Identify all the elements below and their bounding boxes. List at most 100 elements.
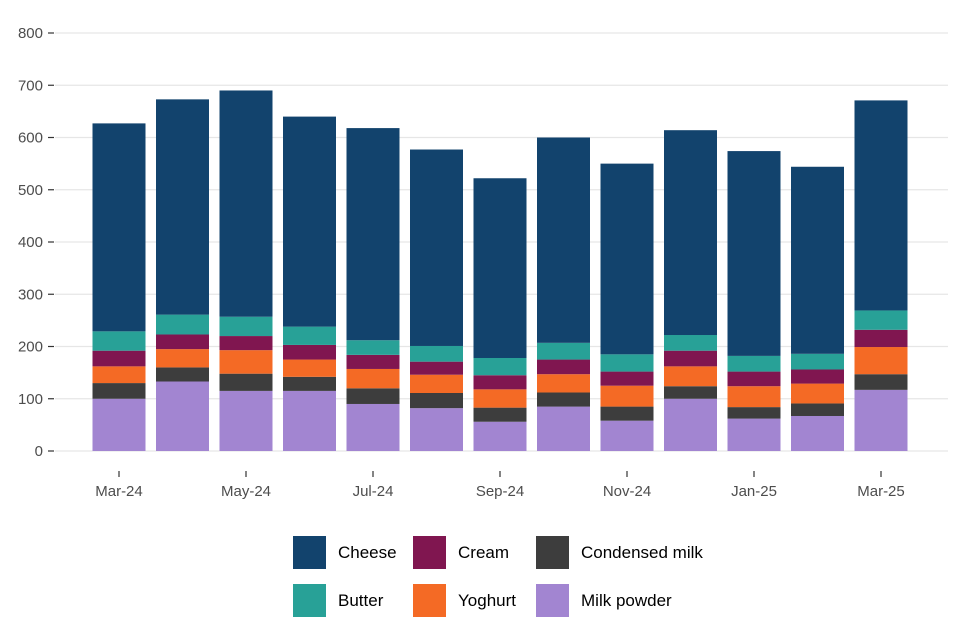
bar-segment-milk-powder — [92, 398, 146, 451]
bar-segment-yoghurt — [346, 368, 400, 389]
legend-swatch — [293, 536, 326, 569]
legend-swatch — [536, 584, 569, 617]
bar-segment-butter — [727, 355, 781, 372]
legend-label: Butter — [338, 591, 384, 610]
legend-label: Milk powder — [581, 591, 672, 610]
x-tick-label: Mar-25 — [857, 483, 905, 500]
legend: Cheese Cream Condensed milk Butter Yoghurt Mi… — [293, 536, 703, 617]
bar-segment-cream — [664, 350, 717, 367]
legend-swatch — [413, 584, 446, 617]
bar-segment-yoghurt — [283, 359, 336, 377]
bar-segment-milk-powder — [664, 398, 717, 451]
bar-segment-milk-powder — [283, 390, 336, 451]
bar-segment-cream — [727, 371, 781, 387]
legend-swatch — [413, 536, 446, 569]
bar-segment-butter — [537, 342, 590, 360]
x-tick-label: Nov-24 — [603, 483, 651, 500]
bar-segment-condensed-milk — [219, 373, 273, 391]
y-tick-label: 800 — [18, 25, 43, 42]
bar-segment-butter — [600, 354, 654, 372]
bar-segment-cheese — [473, 178, 527, 358]
bar-segment-cheese — [219, 90, 273, 317]
y-tick-label: 0 — [35, 443, 43, 460]
y-tick-label: 400 — [18, 234, 43, 251]
bar-segment-yoghurt — [600, 385, 654, 407]
x-tick-label: Jul-24 — [353, 483, 394, 500]
bar-segment-condensed-milk — [664, 386, 717, 399]
bar-segment-cream — [156, 334, 209, 350]
bar-segment-cheese — [600, 163, 654, 355]
bar-segment-cheese — [410, 149, 463, 346]
bar-segment-cheese — [346, 128, 400, 341]
bar-segment-cheese — [156, 99, 209, 315]
bar-segment-milk-powder — [791, 415, 844, 451]
bar-segment-cream — [92, 350, 146, 367]
bar-segment-yoghurt — [727, 386, 781, 408]
bar-segment-yoghurt — [156, 349, 209, 368]
bar-segment-butter — [92, 331, 146, 351]
bar-segment-cream — [283, 344, 336, 360]
bar-segment-cheese — [854, 100, 908, 311]
bar-segment-butter — [854, 310, 908, 330]
y-tick-label: 300 — [18, 286, 43, 303]
bar-segment-milk-powder — [473, 421, 527, 451]
bar-segment-condensed-milk — [791, 403, 844, 416]
bar-segment-yoghurt — [664, 366, 717, 387]
bar-segment-butter — [156, 314, 209, 335]
bar-segment-cream — [410, 361, 463, 375]
bar-segment-milk-powder — [854, 389, 908, 451]
bar-segment-cream — [346, 354, 400, 369]
bar-segment-condensed-milk — [92, 383, 146, 399]
bar-segment-condensed-milk — [473, 407, 527, 422]
legend-label: Condensed milk — [581, 543, 703, 562]
bar-segment-yoghurt — [791, 383, 844, 404]
bar-segment-yoghurt — [473, 389, 527, 408]
bar-segment-condensed-milk — [537, 392, 590, 407]
x-axis: Mar-24 May-24 Jul-24 Sep-24 Nov-24 Jan-25 Mar-… — [95, 471, 905, 500]
bar-segment-cream — [854, 329, 908, 348]
y-tick-label: 200 — [18, 339, 43, 356]
bar-segment-milk-powder — [410, 408, 463, 451]
legend-label: Cheese — [338, 543, 397, 562]
bar-segment-yoghurt — [537, 374, 590, 393]
legend-label: Cream — [458, 543, 509, 562]
bar-segment-cream — [219, 336, 273, 351]
x-tick-label: May-24 — [221, 483, 271, 500]
bar-segment-butter — [410, 345, 463, 362]
bar-segment-yoghurt — [410, 374, 463, 394]
bar-segment-butter — [664, 335, 717, 351]
bar-segment-milk-powder — [156, 381, 209, 451]
bar-segment-milk-powder — [219, 390, 273, 451]
y-axis: 0 100 200 300 400 500 600 700 800 — [18, 25, 54, 460]
bar-segment-milk-powder — [600, 420, 654, 451]
bar-segment-milk-powder — [537, 406, 590, 451]
bar-segment-condensed-milk — [283, 376, 336, 391]
bar-segment-cheese — [727, 151, 781, 356]
x-tick-label: Mar-24 — [95, 483, 143, 500]
bar-segment-condensed-milk — [600, 406, 654, 421]
y-tick-label: 700 — [18, 77, 43, 94]
bar-segment-condensed-milk — [854, 374, 908, 390]
bar-segment-cheese — [791, 166, 844, 354]
bar-segment-cream — [791, 369, 844, 384]
bar-segment-condensed-milk — [156, 367, 209, 382]
bar-segment-butter — [283, 326, 336, 345]
bar-segment-yoghurt — [854, 347, 908, 375]
bar-segment-butter — [473, 357, 527, 376]
x-tick-label: Jan-25 — [731, 483, 777, 500]
bar-segment-cheese — [537, 137, 590, 343]
legend-swatch — [293, 584, 326, 617]
bar-segment-milk-powder — [346, 403, 400, 451]
bar-segment-cream — [537, 359, 590, 375]
bar-segment-cream — [473, 375, 527, 390]
bar-segment-yoghurt — [219, 350, 273, 374]
bar-segment-condensed-milk — [410, 393, 463, 409]
bars — [92, 90, 908, 451]
bar-segment-butter — [346, 340, 400, 355]
bar-segment-milk-powder — [727, 418, 781, 451]
bar-segment-butter — [219, 316, 273, 337]
bar-segment-condensed-milk — [346, 388, 400, 404]
y-tick-label: 600 — [18, 130, 43, 147]
bar-segment-cheese — [283, 116, 336, 327]
